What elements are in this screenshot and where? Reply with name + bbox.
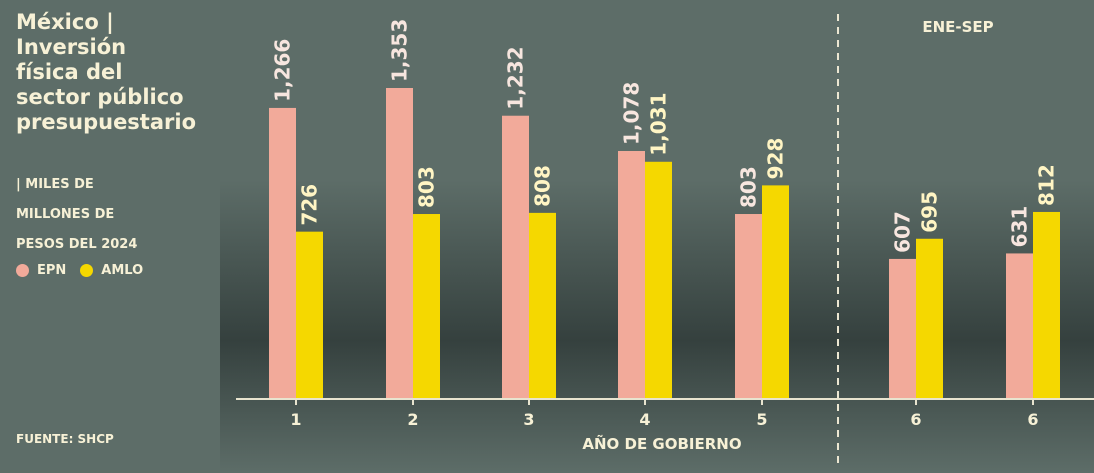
data-label-amlo: 808	[531, 165, 555, 207]
bar-epn	[889, 258, 916, 398]
chart-subtitle: | MILES DE MILLONES DE PESOS DEL 2024	[16, 170, 216, 260]
bar-epn	[618, 151, 645, 398]
title-line: México |	[16, 10, 114, 34]
bar-amlo	[529, 212, 556, 398]
subtitle-line: MILLONES DE	[16, 207, 115, 222]
x-tick-label: 1	[290, 410, 301, 429]
data-label-amlo: 695	[918, 191, 942, 233]
data-label-amlo: 1,031	[647, 93, 671, 156]
bar-epn	[269, 107, 296, 399]
subtitle-line: | MILES DE	[16, 177, 94, 192]
bar-amlo	[1033, 211, 1060, 398]
x-axis-title: AÑO DE GOBIERNO	[582, 434, 741, 453]
data-label-amlo: 812	[1035, 164, 1059, 206]
legend: EPN AMLO	[16, 263, 157, 278]
info-panel: México | Inversión física del sector púb…	[0, 0, 220, 473]
bar-amlo	[296, 231, 323, 398]
x-tick-label: 4	[639, 410, 650, 429]
legend-label-amlo: AMLO	[101, 263, 144, 278]
data-label-epn: 607	[891, 211, 915, 253]
bar-epn	[1006, 253, 1033, 398]
source-note: FUENTE: SHCP	[16, 432, 114, 446]
x-tick-label: 2	[407, 410, 418, 429]
bar-amlo	[762, 185, 789, 398]
title-line: Inversión	[16, 35, 127, 59]
legend-dot-epn	[16, 264, 29, 277]
data-label-amlo: 803	[415, 166, 439, 208]
data-label-epn: 803	[737, 166, 761, 208]
data-label-amlo: 928	[764, 138, 788, 180]
bar-amlo	[413, 214, 440, 398]
data-label-amlo: 726	[298, 184, 322, 226]
data-label-epn: 1,078	[620, 82, 644, 145]
x-tick-label: 6	[1027, 410, 1038, 429]
title-line: física del	[16, 60, 123, 84]
subtitle-line: PESOS DEL 2024	[16, 237, 138, 252]
annotation-ene-sep: ENE-SEP	[922, 18, 993, 36]
x-tick-label: 5	[756, 410, 767, 429]
legend-dot-amlo	[80, 264, 94, 277]
data-label-epn: 631	[1008, 206, 1032, 248]
x-tick-label: 3	[523, 410, 534, 429]
data-label-epn: 1,266	[271, 39, 295, 102]
x-tick-label: 6	[910, 410, 921, 429]
bar-amlo	[916, 238, 943, 398]
data-label-epn: 1,232	[504, 46, 528, 109]
legend-label-epn: EPN	[37, 263, 67, 278]
title-line: sector público	[16, 85, 184, 109]
bar-amlo	[645, 161, 672, 398]
data-label-epn: 1,353	[388, 19, 412, 82]
title-line: presupuestario	[16, 110, 196, 134]
chart-title: México | Inversión física del sector púb…	[16, 10, 216, 135]
bar-epn	[502, 115, 529, 399]
bar-epn	[386, 88, 413, 398]
bar-epn	[735, 214, 762, 398]
